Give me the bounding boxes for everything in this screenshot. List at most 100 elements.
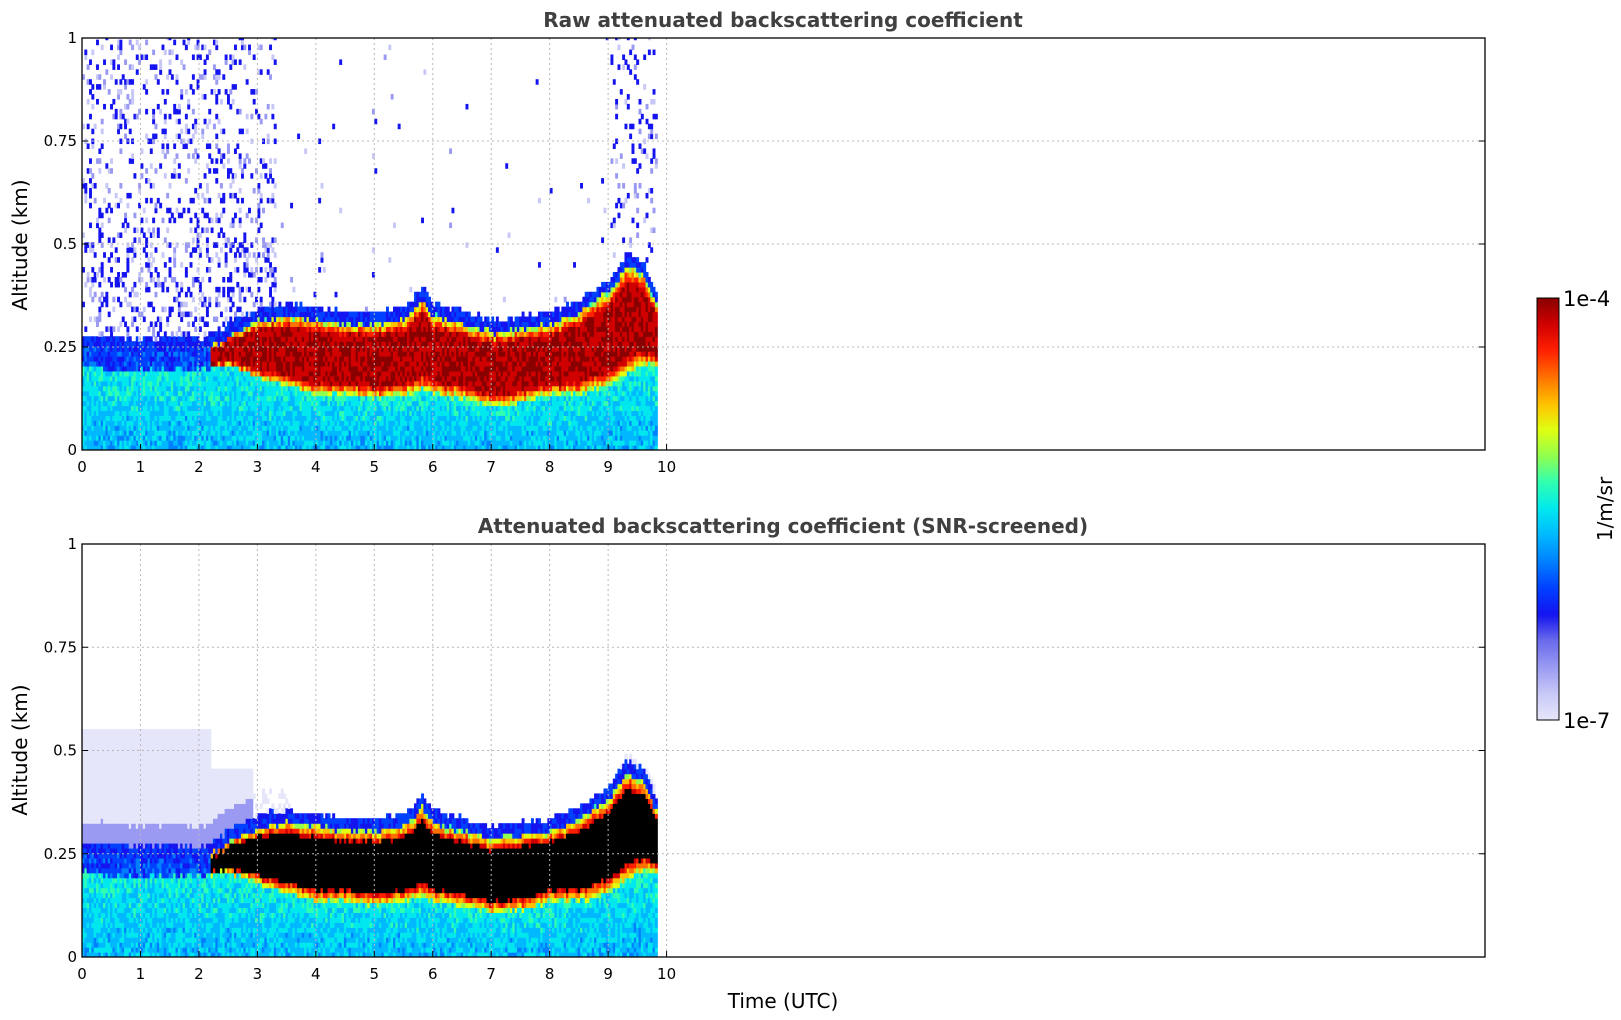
heatmap-cell	[196, 365, 200, 372]
heatmap-cell	[432, 400, 436, 407]
heatmap-cell	[138, 410, 142, 416]
heatmap-cell	[189, 410, 193, 416]
heatmap-cell	[428, 390, 432, 397]
heatmap-cell	[259, 440, 263, 446]
heatmap-cell	[238, 415, 242, 421]
heatmap-cell	[86, 410, 90, 416]
heatmap-cell	[393, 361, 396, 367]
heatmap-cell	[131, 153, 135, 159]
heatmap-cell	[320, 440, 324, 446]
heatmap-cell	[191, 415, 195, 421]
heatmap-cell	[208, 301, 212, 308]
heatmap-cell	[285, 370, 289, 377]
heatmap-cell	[397, 123, 401, 130]
heatmap-cell	[219, 405, 223, 412]
heatmap-cell	[180, 370, 184, 377]
heatmap-cell	[355, 351, 359, 357]
heatmap-cell	[131, 321, 135, 327]
heatmap-cell	[266, 311, 270, 318]
heatmap-cell	[318, 425, 322, 431]
heatmap-cell	[257, 430, 261, 436]
heatmap-cell	[89, 425, 92, 431]
heatmap-cell	[383, 346, 387, 352]
heatmap-cell	[430, 365, 434, 372]
heatmap-cell	[140, 370, 144, 377]
heatmap-cell	[226, 346, 230, 352]
heatmap-cell	[89, 390, 92, 397]
heatmap-cell	[322, 415, 326, 421]
heatmap-cell	[208, 346, 212, 352]
heatmap-cell	[381, 400, 385, 407]
heatmap-cell	[383, 400, 387, 407]
heatmap-cell	[233, 435, 237, 441]
heatmap-cell	[271, 316, 275, 323]
heatmap-cell	[430, 385, 434, 392]
heatmap-cell	[364, 321, 368, 327]
heatmap-cell	[364, 415, 368, 421]
heatmap-cell	[98, 380, 102, 387]
heatmap-cell	[124, 133, 128, 140]
heatmap-cell	[271, 361, 275, 367]
heatmap-cell	[173, 173, 177, 179]
heatmap-cell	[93, 395, 97, 402]
heatmap-cell	[248, 425, 251, 431]
heatmap-cell	[346, 400, 350, 407]
heatmap-cell	[306, 326, 310, 332]
heatmap-cell	[390, 361, 394, 367]
heatmap-cell	[306, 445, 310, 450]
heatmap-cell	[180, 361, 184, 367]
heatmap-cell	[105, 291, 109, 298]
heatmap-cell	[231, 301, 235, 308]
heatmap-cell	[215, 415, 219, 421]
heatmap-cell	[388, 361, 392, 367]
heatmap-cell	[224, 405, 228, 412]
heatmap-cell	[432, 331, 436, 337]
heatmap-cell	[390, 326, 394, 332]
heatmap-cell	[430, 445, 434, 450]
heatmap-cell	[166, 192, 170, 199]
heatmap-cell	[425, 420, 429, 426]
heatmap-cell	[229, 296, 233, 303]
heatmap-cell	[280, 316, 284, 323]
heatmap-cell	[292, 375, 296, 382]
heatmap-cell	[357, 385, 361, 392]
heatmap-cell	[428, 425, 432, 431]
heatmap-cell	[308, 375, 312, 382]
heatmap-cell	[255, 336, 258, 342]
heatmap-cell	[161, 390, 165, 397]
heatmap-cell	[184, 440, 188, 446]
heatmap-cell	[166, 336, 170, 342]
heatmap-cell	[388, 341, 392, 347]
heatmap-cell	[259, 296, 263, 303]
heatmap-cell	[371, 351, 375, 357]
heatmap-cell	[248, 321, 251, 327]
heatmap-cell	[329, 361, 333, 367]
heatmap-cell	[238, 128, 242, 135]
heatmap-cell	[343, 361, 347, 367]
heatmap-cell	[114, 415, 118, 421]
heatmap-cell	[248, 316, 251, 323]
heatmap-cell	[187, 365, 191, 372]
heatmap-cell	[378, 430, 382, 436]
heatmap-cell	[418, 301, 422, 308]
heatmap-cell	[189, 365, 193, 372]
heatmap-cell	[255, 420, 258, 426]
heatmap-cell	[119, 89, 123, 95]
heatmap-cell	[124, 395, 128, 402]
heatmap-cell	[367, 311, 371, 318]
heatmap-cell	[238, 38, 242, 41]
heatmap-cell	[430, 375, 434, 382]
heatmap-cell	[367, 390, 371, 397]
heatmap-cell	[364, 356, 368, 362]
heatmap-cell	[357, 395, 361, 402]
heatmap-cell	[383, 440, 387, 446]
heatmap-cell	[180, 212, 184, 219]
heatmap-cell	[131, 365, 135, 372]
heatmap-cell	[121, 370, 125, 377]
heatmap-cell	[259, 301, 263, 308]
heatmap-cell	[294, 410, 298, 416]
heatmap-cell	[430, 306, 434, 313]
heatmap-cell	[86, 356, 90, 362]
heatmap-cell	[163, 341, 167, 347]
heatmap-cell	[355, 420, 359, 426]
